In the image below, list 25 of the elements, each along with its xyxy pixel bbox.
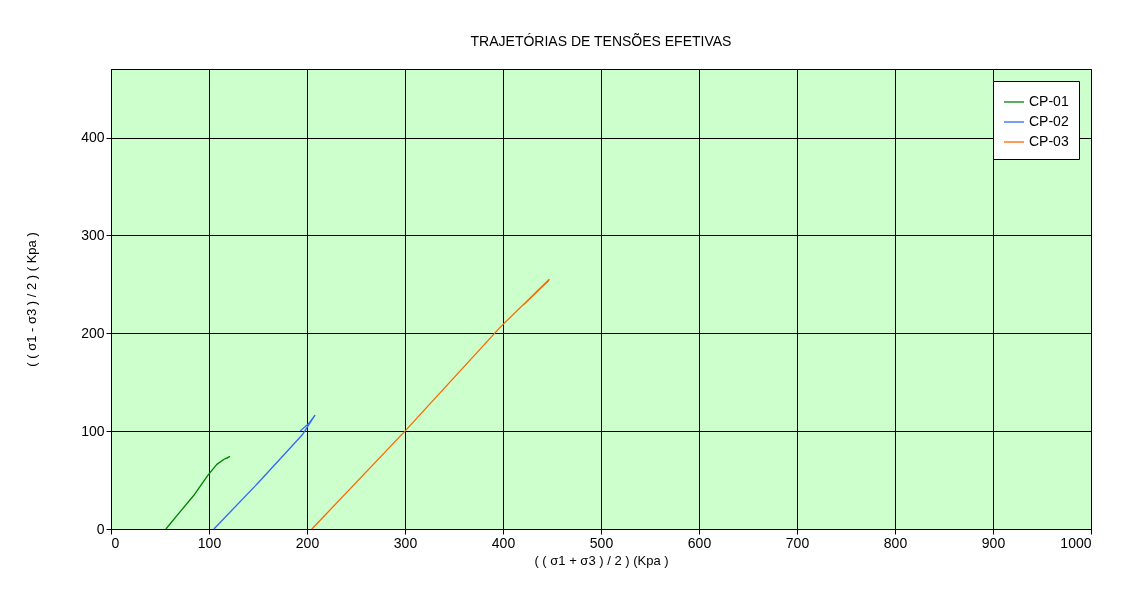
x-tick-label: 700 xyxy=(785,534,810,551)
y-tick-label: 400 xyxy=(81,129,105,146)
x-tick-label: 100 xyxy=(197,534,222,551)
x-tick-label: 900 xyxy=(981,534,1006,551)
y-tick-label: 0 xyxy=(96,520,105,537)
legend-label: CP-01 xyxy=(1029,93,1069,109)
y-tick-label: 200 xyxy=(81,324,105,341)
chart-title: TRAJETÓRIAS DE TENSÕES EFETIVAS xyxy=(470,33,732,49)
x-axis-title: ( ( σ1 + σ3 ) / 2 ) (Kpa ) xyxy=(534,552,669,568)
y-tick-label: 100 xyxy=(81,422,105,439)
x-tick-label: 400 xyxy=(491,534,516,551)
x-tick-label: 800 xyxy=(883,534,908,551)
line-series xyxy=(165,455,231,530)
x-tick-label: 500 xyxy=(589,534,614,551)
line-series xyxy=(213,414,316,530)
x-tick-label: 0 xyxy=(111,534,120,551)
y-tick-label: 300 xyxy=(81,226,105,243)
x-tick-label: 1000 xyxy=(1060,534,1092,551)
line-series xyxy=(311,278,550,530)
legend-label: CP-02 xyxy=(1029,113,1069,129)
legend-label: CP-03 xyxy=(1029,133,1069,149)
y-axis-title: ( ( σ1 - σ3 ) / 2 ) ( Kpa ) xyxy=(24,232,40,367)
x-tick-label: 600 xyxy=(687,534,712,551)
x-tick-label: 300 xyxy=(393,534,418,551)
x-tick-label: 200 xyxy=(295,534,320,551)
